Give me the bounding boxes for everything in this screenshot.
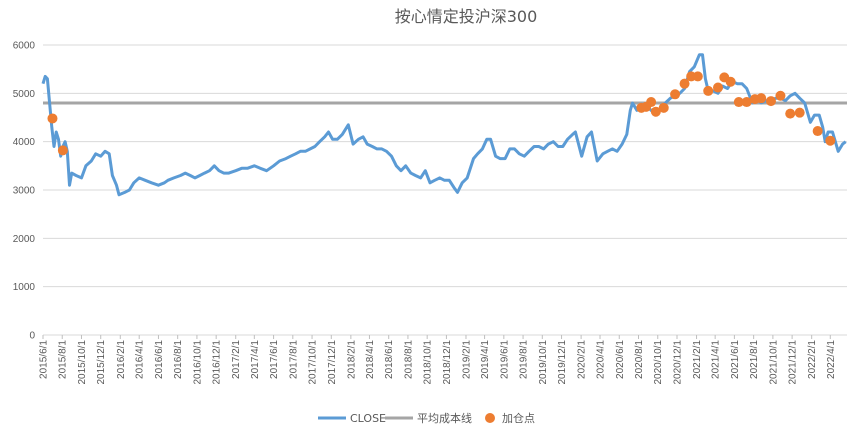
y-tick-label: 0 — [29, 331, 35, 342]
x-tick-label: 2021/2/1 — [692, 340, 703, 379]
x-tick-label: 2021/6/1 — [730, 340, 741, 379]
add-position-point — [703, 85, 714, 96]
x-tick-label: 2018/8/1 — [403, 340, 414, 379]
add-position-point — [670, 89, 681, 100]
x-tick-label: 2021/12/1 — [788, 340, 799, 385]
add-position-point — [679, 78, 690, 89]
x-tick-label: 2015/12/1 — [96, 340, 107, 385]
x-tick-label: 2017/2/1 — [231, 340, 242, 379]
x-axis: 2015/6/1 2015/8/1 2015/10/1 2015/12/1 2016/2… — [39, 335, 837, 385]
add-position-point — [812, 126, 823, 137]
x-tick-label: 2020/2/1 — [577, 340, 588, 379]
add-position-point — [692, 71, 703, 82]
legend-close-label: CLOSE — [350, 412, 386, 425]
x-tick-label: 2020/8/1 — [634, 340, 645, 379]
add-position-point — [650, 106, 661, 117]
add-position-points — [47, 71, 836, 156]
x-tick-label: 2022/4/1 — [826, 340, 837, 379]
x-tick-label: 2020/12/1 — [672, 340, 683, 385]
x-tick-label: 2018/6/1 — [384, 340, 395, 379]
x-tick-label: 2018/10/1 — [423, 340, 434, 385]
x-tick-label: 2017/6/1 — [269, 340, 280, 379]
legend-add-point-label: 加仓点 — [502, 411, 535, 425]
x-tick-label: 2018/12/1 — [442, 340, 453, 385]
x-tick-label: 2017/4/1 — [250, 340, 261, 379]
y-tick-label: 2000 — [13, 234, 36, 245]
add-position-point — [775, 90, 786, 101]
add-position-point — [725, 76, 736, 87]
gridlines — [43, 44, 847, 336]
add-position-point — [756, 93, 767, 104]
add-position-point — [765, 96, 776, 107]
x-tick-label: 2020/4/1 — [596, 340, 607, 379]
legend: CLOSE 平均成本线 加仓点 — [318, 411, 535, 425]
x-tick-label: 2021/4/1 — [711, 340, 722, 379]
x-tick-label: 2019/6/1 — [499, 340, 510, 379]
x-tick-label: 2016/6/1 — [154, 340, 165, 379]
x-tick-label: 2016/12/1 — [212, 340, 223, 385]
x-tick-label: 2019/12/1 — [557, 340, 568, 385]
chart-title: 按心情定投沪深300 — [395, 7, 538, 26]
add-position-point — [794, 107, 805, 118]
add-position-point — [785, 108, 796, 119]
x-tick-label: 2018/2/1 — [346, 340, 357, 379]
x-tick-label: 2015/10/1 — [77, 340, 88, 385]
x-tick-label: 2021/10/1 — [768, 340, 779, 385]
x-tick-label: 2019/8/1 — [519, 340, 530, 379]
x-tick-label: 2016/8/1 — [173, 340, 184, 379]
x-tick-label: 2017/10/1 — [308, 340, 319, 385]
add-position-point — [733, 97, 744, 108]
legend-average-label: 平均成本线 — [417, 411, 472, 425]
x-tick-label: 2022/2/1 — [807, 340, 818, 379]
x-tick-label: 2016/10/1 — [192, 340, 203, 385]
y-axis: 0 1000 2000 3000 4000 5000 6000 — [13, 41, 36, 342]
add-position-point — [741, 97, 752, 108]
y-tick-label: 1000 — [13, 282, 36, 293]
add-position-point — [47, 113, 58, 124]
x-tick-label: 2017/12/1 — [327, 340, 338, 385]
x-tick-label: 2018/4/1 — [365, 340, 376, 379]
x-tick-label: 2020/10/1 — [653, 340, 664, 385]
add-position-point — [658, 102, 669, 113]
y-tick-label: 4000 — [13, 137, 36, 148]
x-tick-label: 2019/10/1 — [538, 340, 549, 385]
add-position-point — [57, 145, 68, 156]
add-position-point — [646, 97, 657, 108]
x-tick-label: 2016/4/1 — [135, 340, 146, 379]
x-tick-label: 2021/8/1 — [749, 340, 760, 379]
y-tick-label: 3000 — [13, 186, 36, 197]
x-tick-label: 2019/2/1 — [461, 340, 472, 379]
y-tick-label: 6000 — [13, 41, 36, 52]
x-tick-label: 2017/8/1 — [288, 340, 299, 379]
x-tick-label: 2019/4/1 — [480, 340, 491, 379]
x-tick-label: 2015/8/1 — [58, 340, 69, 379]
x-tick-label: 2020/6/1 — [615, 340, 626, 379]
add-position-point — [825, 135, 836, 146]
add-position-point — [712, 82, 723, 93]
x-tick-label: 2016/2/1 — [116, 340, 127, 379]
y-tick-label: 5000 — [13, 89, 36, 100]
x-tick-label: 2015/6/1 — [39, 340, 50, 379]
legend-add-point-swatch — [485, 413, 495, 423]
